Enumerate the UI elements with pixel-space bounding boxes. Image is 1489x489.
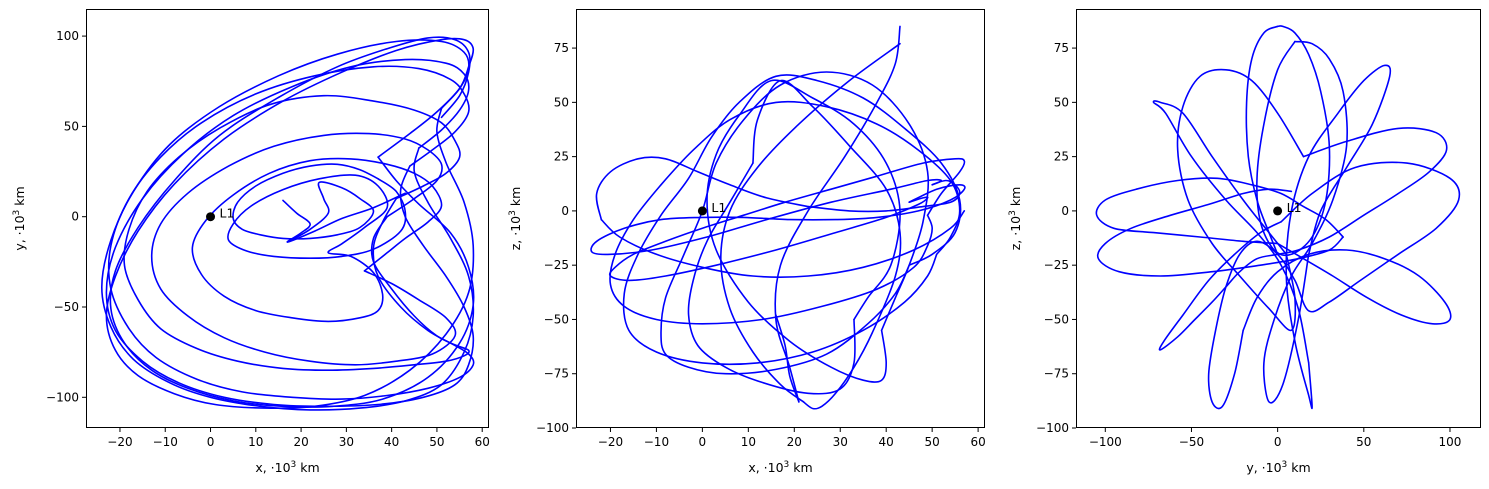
l1-point-label: L1 — [220, 206, 235, 221]
subplot-3: L1 −100 −50 0 50 100 −100 −75 −50 −25 0 25 50 75 y, ·1… — [1008, 9, 1481, 475]
x-tick-label: −20 — [107, 435, 132, 449]
trajectory-segment — [706, 79, 901, 383]
l1-point-marker — [1273, 206, 1283, 216]
l1-point-marker — [697, 206, 707, 216]
x-tick-label: −50 — [1179, 435, 1204, 449]
x-tick-label: −100 — [1089, 435, 1122, 449]
x-tick-label: 20 — [293, 435, 308, 449]
x-tick-label: 50 — [1356, 435, 1371, 449]
trajectory — [101, 36, 475, 411]
x-tick-label: 30 — [339, 435, 354, 449]
l1-point-label: L1 — [711, 200, 726, 215]
y-tick-label: 50 — [64, 119, 79, 133]
y-tick-label: −25 — [544, 258, 569, 272]
trajectory-segment — [1096, 188, 1344, 277]
trajectory-segment — [1158, 127, 1448, 351]
x-tick-label: 0 — [699, 435, 707, 449]
plot-frame — [86, 9, 489, 428]
y-axis-label: y, ·103 km — [12, 186, 27, 250]
trajectory-segment — [595, 156, 809, 221]
x-tick-label: 20 — [787, 435, 802, 449]
y-tick-label: −50 — [1044, 312, 1069, 326]
y-tick-label: −50 — [54, 300, 79, 314]
y-tick-label: −100 — [1036, 421, 1069, 435]
y-axis-label: z, ·103 km — [508, 187, 523, 251]
y-tick-label: 25 — [1054, 150, 1069, 164]
plot-frame — [1076, 9, 1481, 428]
x-axis-label: y, ·103 km — [1246, 460, 1310, 475]
trajectory-segment — [774, 25, 901, 403]
y-tick-label: 0 — [561, 204, 569, 218]
x-tick-label: 50 — [925, 435, 940, 449]
x-tick-label: 60 — [475, 435, 490, 449]
x-tick-label: 40 — [879, 435, 894, 449]
y-tick-label: 25 — [554, 150, 569, 164]
trajectory-segment — [1207, 161, 1461, 410]
trajectory-segment — [105, 37, 475, 410]
trajectory-segment — [1095, 177, 1344, 245]
x-tick-label: 0 — [207, 435, 215, 449]
trajectory-segment — [101, 39, 475, 411]
trajectory-segment — [150, 132, 457, 366]
subplot-2: L1−20 −10 0 10 20 30 40 50 60−100−75−50−25025507… — [508, 9, 986, 475]
trajectory-segment — [191, 157, 443, 323]
trajectory-segment — [107, 65, 475, 400]
trajectory-segment — [687, 162, 856, 395]
trajectory-segment — [1242, 242, 1452, 332]
trajectory-segment — [608, 157, 966, 282]
x-tick-label: 50 — [429, 435, 444, 449]
trajectory-segment — [660, 71, 930, 375]
plot-frame — [576, 9, 985, 428]
trajectory-segment — [1245, 25, 1279, 256]
l1-point-marker — [206, 212, 216, 222]
x-tick-label: 10 — [741, 435, 756, 449]
trajectory-segment — [622, 74, 962, 366]
trajectory — [1095, 25, 1461, 410]
x-tick-label: −20 — [598, 435, 623, 449]
l1-point-label: L1 — [1287, 200, 1302, 215]
trajectory-segment — [609, 100, 961, 325]
x-tick-label: 30 — [833, 435, 848, 449]
trajectory-segment — [590, 178, 966, 256]
y-tick-label: −75 — [544, 367, 569, 381]
x-tick-label: −10 — [644, 435, 669, 449]
y-tick-label: −100 — [536, 421, 569, 435]
y-tick-label: −75 — [1044, 367, 1069, 381]
y-axis-label: z, ·103 km — [1008, 187, 1023, 251]
trajectory — [590, 25, 966, 410]
x-tick-label: 0 — [1274, 435, 1282, 449]
x-tick-label: 100 — [1439, 435, 1462, 449]
trajectory-segment — [1176, 68, 1305, 332]
y-tick-label: 75 — [1054, 41, 1069, 55]
x-tick-label: −10 — [153, 435, 178, 449]
x-axis-label: x, ·103 km — [748, 460, 812, 475]
trajectory-segment — [752, 79, 902, 410]
x-tick-label: 60 — [970, 435, 985, 449]
trajectory-segment — [1285, 64, 1392, 410]
y-tick-label: 75 — [554, 41, 569, 55]
x-tick-label: 10 — [248, 435, 263, 449]
y-tick-label: 50 — [1054, 95, 1069, 109]
trajectory-segment — [109, 36, 475, 408]
y-tick-label: 50 — [554, 95, 569, 109]
x-axis-label: x, ·103 km — [255, 460, 319, 475]
trajectory-segment — [807, 179, 961, 213]
x-tick-label: 40 — [384, 435, 399, 449]
y-tick-label: −100 — [46, 390, 79, 404]
trajectory-segment — [600, 210, 966, 278]
trajectory-segment — [105, 58, 475, 408]
trajectory-segment — [720, 42, 901, 403]
y-tick-label: −25 — [1044, 258, 1069, 272]
y-tick-label: −50 — [544, 312, 569, 326]
trajectory-segment — [232, 163, 379, 243]
trajectory-segment — [1262, 40, 1348, 404]
y-tick-label: 0 — [71, 210, 79, 224]
y-tick-label: 100 — [56, 29, 79, 43]
y-tick-label: 0 — [1061, 204, 1069, 218]
trajectory-segment — [123, 94, 470, 371]
